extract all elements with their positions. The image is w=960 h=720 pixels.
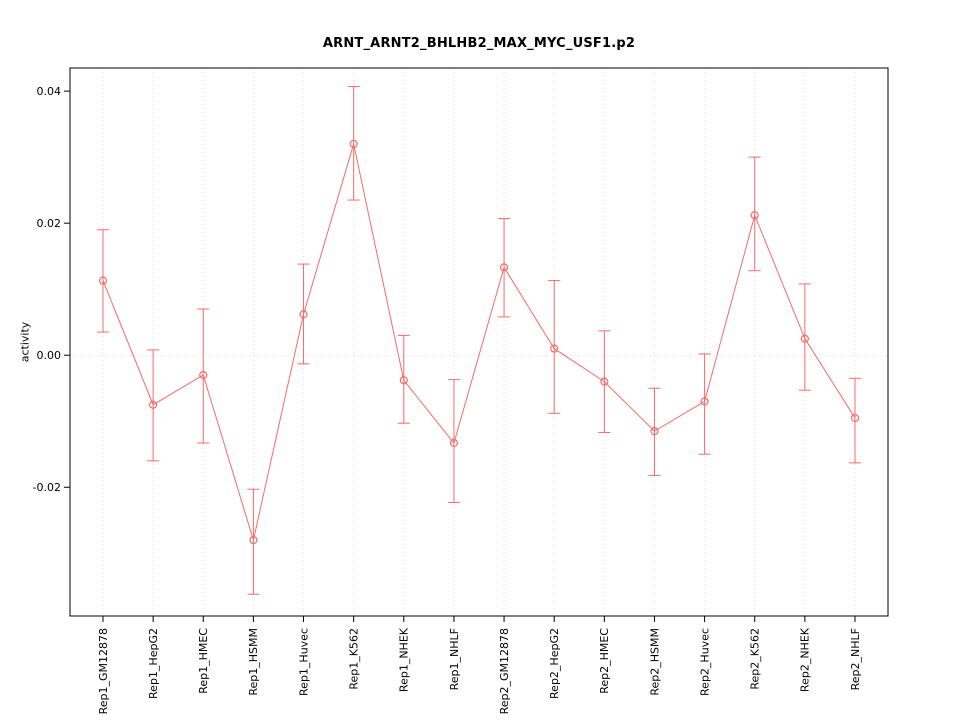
x-tick-label: Rep2_HepG2 <box>548 628 561 699</box>
plot-border <box>69 67 889 617</box>
x-tick-label: Rep1_K562 <box>348 628 361 690</box>
series-line <box>102 143 856 543</box>
chart-title: ARNT_ARNT2_BHLHB2_MAX_MYC_USF1.p2 <box>322 36 636 51</box>
x-tick-label: Rep2_NHLF <box>849 628 862 690</box>
data-point <box>650 427 659 436</box>
x-tick-label: Rep2_HSMM <box>648 628 661 696</box>
data-point <box>449 438 459 448</box>
x-tick-label: Rep1_HepG2 <box>147 628 160 699</box>
data-point <box>299 310 308 319</box>
y-tick-label: 0.02 <box>37 217 62 230</box>
data-point <box>600 377 609 386</box>
x-tick-label: Rep1_NHEK <box>398 627 411 692</box>
y-tick-label: -0.02 <box>33 481 61 494</box>
data-point <box>399 376 408 385</box>
data-point <box>98 276 108 285</box>
x-tick-label: Rep2_NHEK <box>799 627 812 692</box>
data-point <box>550 344 559 353</box>
data-point <box>349 139 358 149</box>
data-point <box>700 397 709 406</box>
data-point <box>249 535 258 545</box>
data-point <box>850 413 860 423</box>
x-tick-label: Rep1_Huvec <box>297 628 310 696</box>
y-tick-label: 0.00 <box>37 349 62 362</box>
data-point <box>499 263 509 272</box>
x-tick-label: Rep1_NHLF <box>448 628 461 690</box>
x-tick-label: Rep1_HMEC <box>197 628 210 694</box>
x-tick-label: Rep1_HSMM <box>247 628 260 696</box>
data-point <box>750 211 759 220</box>
data-point <box>149 400 158 409</box>
x-tick-label: Rep2_Huvec <box>698 628 711 696</box>
data-point <box>800 334 809 343</box>
y-tick-label: 0.04 <box>37 85 62 98</box>
data-point <box>199 370 208 380</box>
x-tick-label: Rep2_HMEC <box>598 628 611 694</box>
x-tick-label: Rep2_K562 <box>749 628 762 690</box>
x-tick-label: Rep2_GM12878 <box>498 628 511 714</box>
x-tick-label: Rep1_GM12878 <box>97 628 110 714</box>
